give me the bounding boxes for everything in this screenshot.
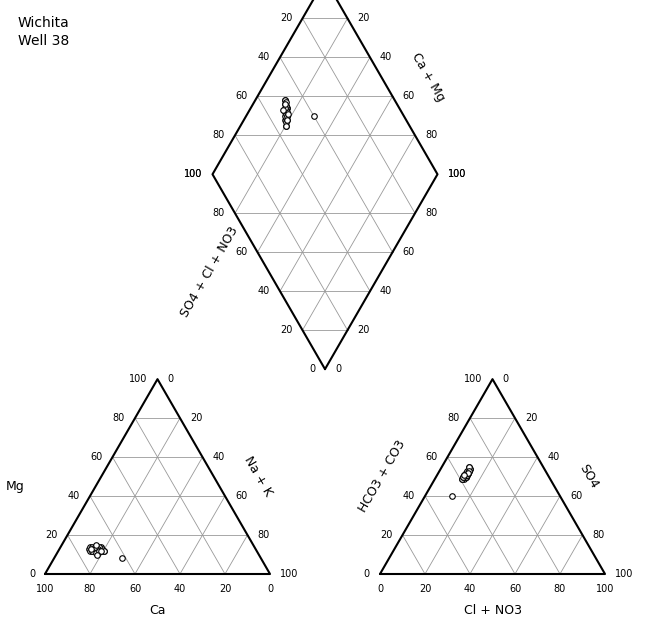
Text: 60: 60	[570, 491, 582, 501]
Text: 20: 20	[190, 413, 202, 423]
Text: Mg: Mg	[6, 480, 25, 493]
Text: 80: 80	[84, 584, 96, 594]
Text: 0: 0	[29, 569, 35, 579]
Text: SO4 + Cl + NO3: SO4 + Cl + NO3	[178, 224, 240, 320]
Text: Wichita
Well 38: Wichita Well 38	[18, 16, 70, 48]
Text: 20: 20	[280, 325, 292, 335]
Text: 80: 80	[112, 413, 125, 423]
Text: 100: 100	[184, 169, 203, 179]
Text: 20: 20	[358, 325, 370, 335]
Text: 40: 40	[380, 53, 392, 62]
Text: 0: 0	[377, 584, 383, 594]
Text: 0: 0	[502, 374, 508, 384]
Text: 100: 100	[596, 584, 614, 594]
Text: 80: 80	[425, 131, 437, 140]
Text: 80: 80	[257, 530, 270, 540]
Text: 60: 60	[425, 452, 437, 462]
Text: 80: 80	[425, 208, 437, 218]
Text: HCO3 + CO3: HCO3 + CO3	[356, 438, 408, 515]
Text: 100: 100	[447, 169, 466, 179]
Text: 40: 40	[258, 53, 270, 62]
Text: 40: 40	[68, 491, 80, 501]
Text: 20: 20	[358, 13, 370, 23]
Text: 100: 100	[447, 169, 466, 179]
Text: 40: 40	[213, 452, 225, 462]
Text: 40: 40	[174, 584, 186, 594]
Text: 60: 60	[235, 491, 247, 501]
Text: 0: 0	[267, 584, 273, 594]
Text: 20: 20	[280, 13, 292, 23]
Text: 80: 80	[213, 131, 225, 140]
Text: 100: 100	[184, 169, 203, 179]
Text: 20: 20	[525, 413, 538, 423]
Text: 60: 60	[235, 247, 248, 257]
Text: 100: 100	[129, 374, 148, 384]
Text: 40: 40	[380, 286, 392, 296]
Text: 100: 100	[464, 374, 482, 384]
Text: 80: 80	[554, 584, 566, 594]
Text: 40: 40	[547, 452, 560, 462]
Text: Cl + NO3: Cl + NO3	[463, 604, 521, 617]
Text: Ca + Mg: Ca + Mg	[410, 50, 447, 103]
Text: SO4: SO4	[577, 462, 601, 491]
Text: 0: 0	[168, 374, 174, 384]
Text: 40: 40	[403, 491, 415, 501]
Text: 0: 0	[364, 569, 370, 579]
Text: 20: 20	[45, 530, 57, 540]
Text: 60: 60	[129, 584, 141, 594]
Text: 60: 60	[90, 452, 103, 462]
Text: 60: 60	[402, 91, 415, 101]
Text: 60: 60	[402, 247, 415, 257]
Text: 100: 100	[36, 584, 54, 594]
Text: 80: 80	[448, 413, 460, 423]
Text: 100: 100	[615, 569, 633, 579]
Text: 40: 40	[258, 286, 270, 296]
Text: 60: 60	[509, 584, 521, 594]
Text: 20: 20	[419, 584, 431, 594]
Text: 80: 80	[593, 530, 605, 540]
Text: 60: 60	[235, 91, 248, 101]
Text: 0: 0	[335, 364, 341, 374]
Text: 80: 80	[213, 208, 225, 218]
Text: Ca: Ca	[150, 604, 166, 617]
Text: 100: 100	[280, 569, 298, 579]
Text: 40: 40	[464, 584, 476, 594]
Text: Na + K: Na + K	[242, 455, 275, 499]
Text: 0: 0	[309, 364, 315, 374]
Text: 20: 20	[219, 584, 231, 594]
Text: 20: 20	[380, 530, 393, 540]
